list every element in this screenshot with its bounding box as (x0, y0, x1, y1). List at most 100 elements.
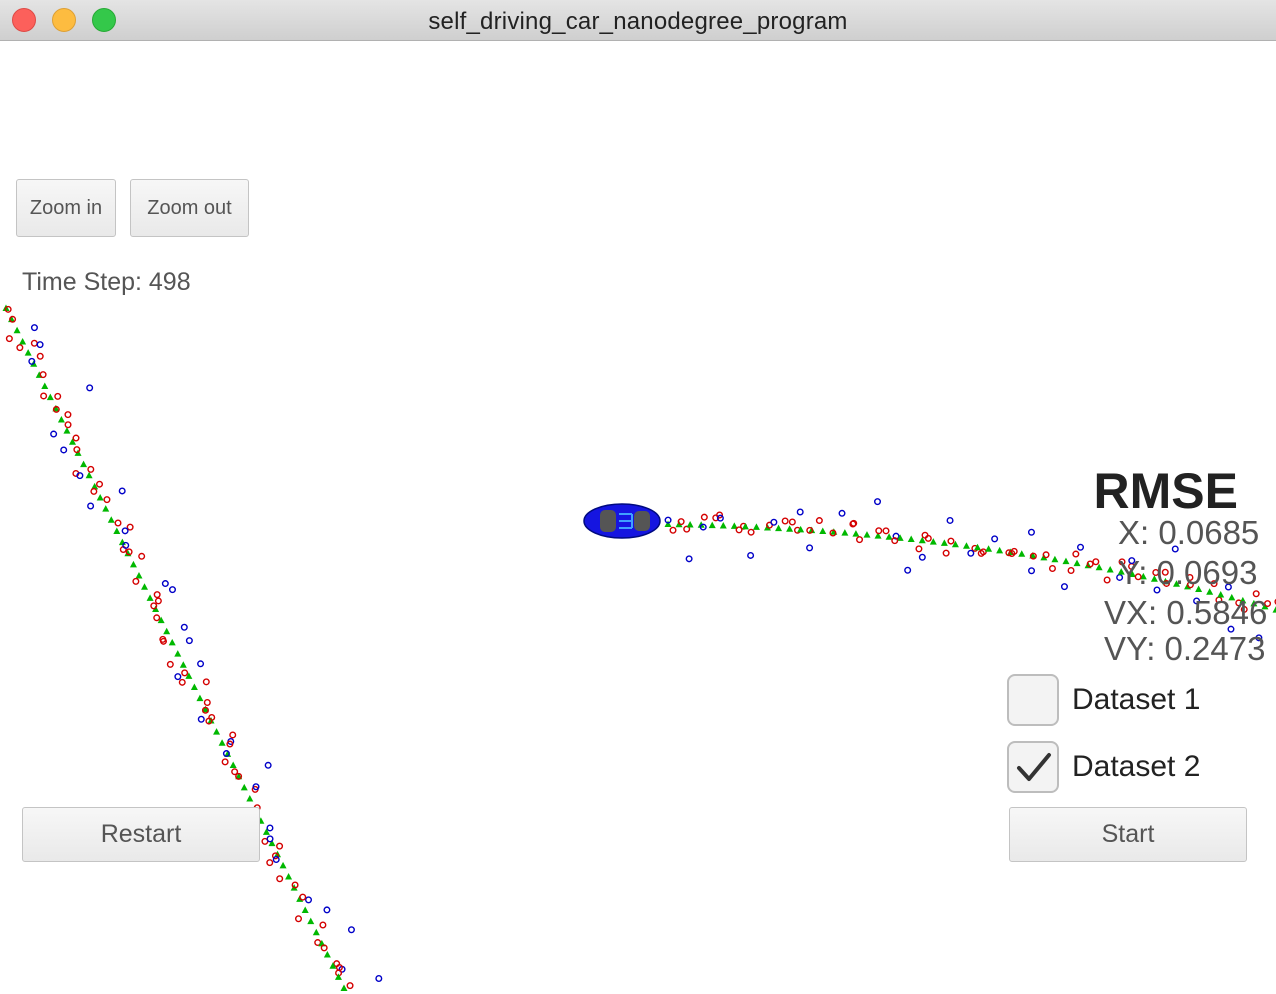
estimate-marker (852, 530, 860, 537)
radar-marker (699, 523, 707, 531)
estimate-marker (929, 538, 937, 545)
estimate-marker (918, 536, 926, 544)
lidar-marker (716, 511, 724, 519)
estimate-marker (985, 545, 993, 552)
estimate-marker (1206, 588, 1214, 595)
radar-marker (1077, 543, 1085, 551)
lidar-marker (201, 706, 209, 714)
window-close-button[interactable] (12, 8, 36, 32)
estimate-marker (329, 962, 337, 969)
lidar-marker (915, 545, 923, 553)
estimate-marker (285, 873, 293, 880)
lidar-marker (942, 549, 950, 557)
dataset-1-checkbox[interactable] (1007, 674, 1059, 726)
lidar-marker (52, 405, 60, 413)
radar-marker (1255, 634, 1263, 642)
radar-marker (50, 430, 58, 438)
radar-marker (918, 553, 926, 561)
radar-marker (874, 498, 882, 506)
restart-button[interactable]: Restart (22, 807, 260, 862)
radar-marker (60, 446, 68, 454)
estimate-marker (819, 527, 827, 534)
window-title: self_driving_car_nanodegree_program (428, 8, 848, 35)
lidar-marker (947, 537, 955, 545)
radar-marker (323, 906, 331, 914)
radar-marker (1028, 567, 1036, 575)
lidar-marker (153, 591, 161, 599)
car-icon (583, 503, 661, 539)
window-maximize-button[interactable] (92, 8, 116, 32)
estimate-marker (157, 616, 165, 624)
lidar-marker (1252, 590, 1260, 598)
radar-marker (266, 835, 274, 843)
estimate-marker (1239, 596, 1247, 604)
lidar-marker (154, 597, 162, 605)
rmse-y-value: Y: 0.0693 (1118, 554, 1258, 591)
estimate-marker (974, 543, 982, 551)
estimate-marker (262, 828, 270, 835)
lidar-marker (850, 519, 858, 527)
lidar-marker (64, 411, 72, 419)
radar-marker (806, 544, 814, 552)
radar-marker (87, 502, 95, 510)
estimate-marker (1051, 555, 1059, 563)
lidar-marker (977, 549, 985, 557)
estimate-marker (996, 546, 1004, 554)
radar-marker (747, 551, 755, 559)
lidar-marker (1029, 552, 1037, 560)
radar-marker (1153, 586, 1161, 594)
radar-marker (174, 673, 182, 681)
window-minimize-button[interactable] (52, 8, 76, 32)
estimate-marker (775, 524, 783, 532)
estimate-marker (1150, 575, 1158, 582)
estimate-marker (174, 650, 182, 657)
estimate-marker (63, 427, 71, 434)
estimate-marker (797, 525, 805, 533)
lidar-marker (203, 699, 211, 707)
lidar-marker (856, 536, 864, 544)
lidar-marker (882, 527, 890, 535)
estimate-marker (91, 482, 99, 490)
lidar-marker (346, 982, 354, 990)
lidar-marker (806, 526, 814, 534)
window-titlebar: self_driving_car_nanodegree_program (0, 0, 1276, 41)
estimate-marker (41, 382, 49, 390)
dataset-2-checkbox[interactable] (1007, 741, 1059, 793)
zoom-in-button[interactable]: Zoom in (16, 179, 116, 237)
estimate-marker (85, 471, 93, 479)
lidar-marker (73, 446, 81, 454)
radar-marker (1227, 625, 1235, 633)
lidar-marker (1152, 568, 1160, 576)
start-button[interactable]: Start (1009, 807, 1247, 862)
lidar-marker (205, 717, 213, 725)
rmse-x-value: X: 0.0685 (1118, 514, 1260, 551)
estimate-marker (68, 438, 76, 445)
lidar-marker (72, 434, 80, 442)
radar-marker (967, 549, 975, 557)
dataset-2-label: Dataset 2 (1072, 750, 1201, 783)
estimate-marker (1128, 570, 1136, 577)
lidar-marker (87, 465, 95, 473)
estimate-marker (1073, 559, 1081, 567)
lidar-marker (335, 964, 343, 972)
lidar-marker (1067, 566, 1075, 574)
lidar-marker (229, 731, 237, 739)
lidar-marker (291, 881, 299, 889)
estimate-marker (118, 538, 126, 546)
estimate-marker (135, 572, 143, 579)
radar-marker (716, 514, 724, 522)
lidar-marker (1048, 565, 1056, 573)
estimate-marker (808, 526, 816, 534)
estimate-marker (1117, 568, 1125, 575)
lidar-marker (271, 852, 279, 860)
estimate-marker (786, 525, 794, 532)
lidar-marker (276, 875, 284, 883)
estimate-marker (741, 522, 749, 530)
estimate-marker (896, 534, 904, 541)
radar-marker (266, 824, 274, 832)
lidar-marker (235, 772, 243, 780)
lidar-marker (150, 602, 158, 610)
lidar-marker (1086, 560, 1094, 568)
zoom-out-button[interactable]: Zoom out (130, 179, 249, 237)
radar-marker (685, 555, 693, 563)
